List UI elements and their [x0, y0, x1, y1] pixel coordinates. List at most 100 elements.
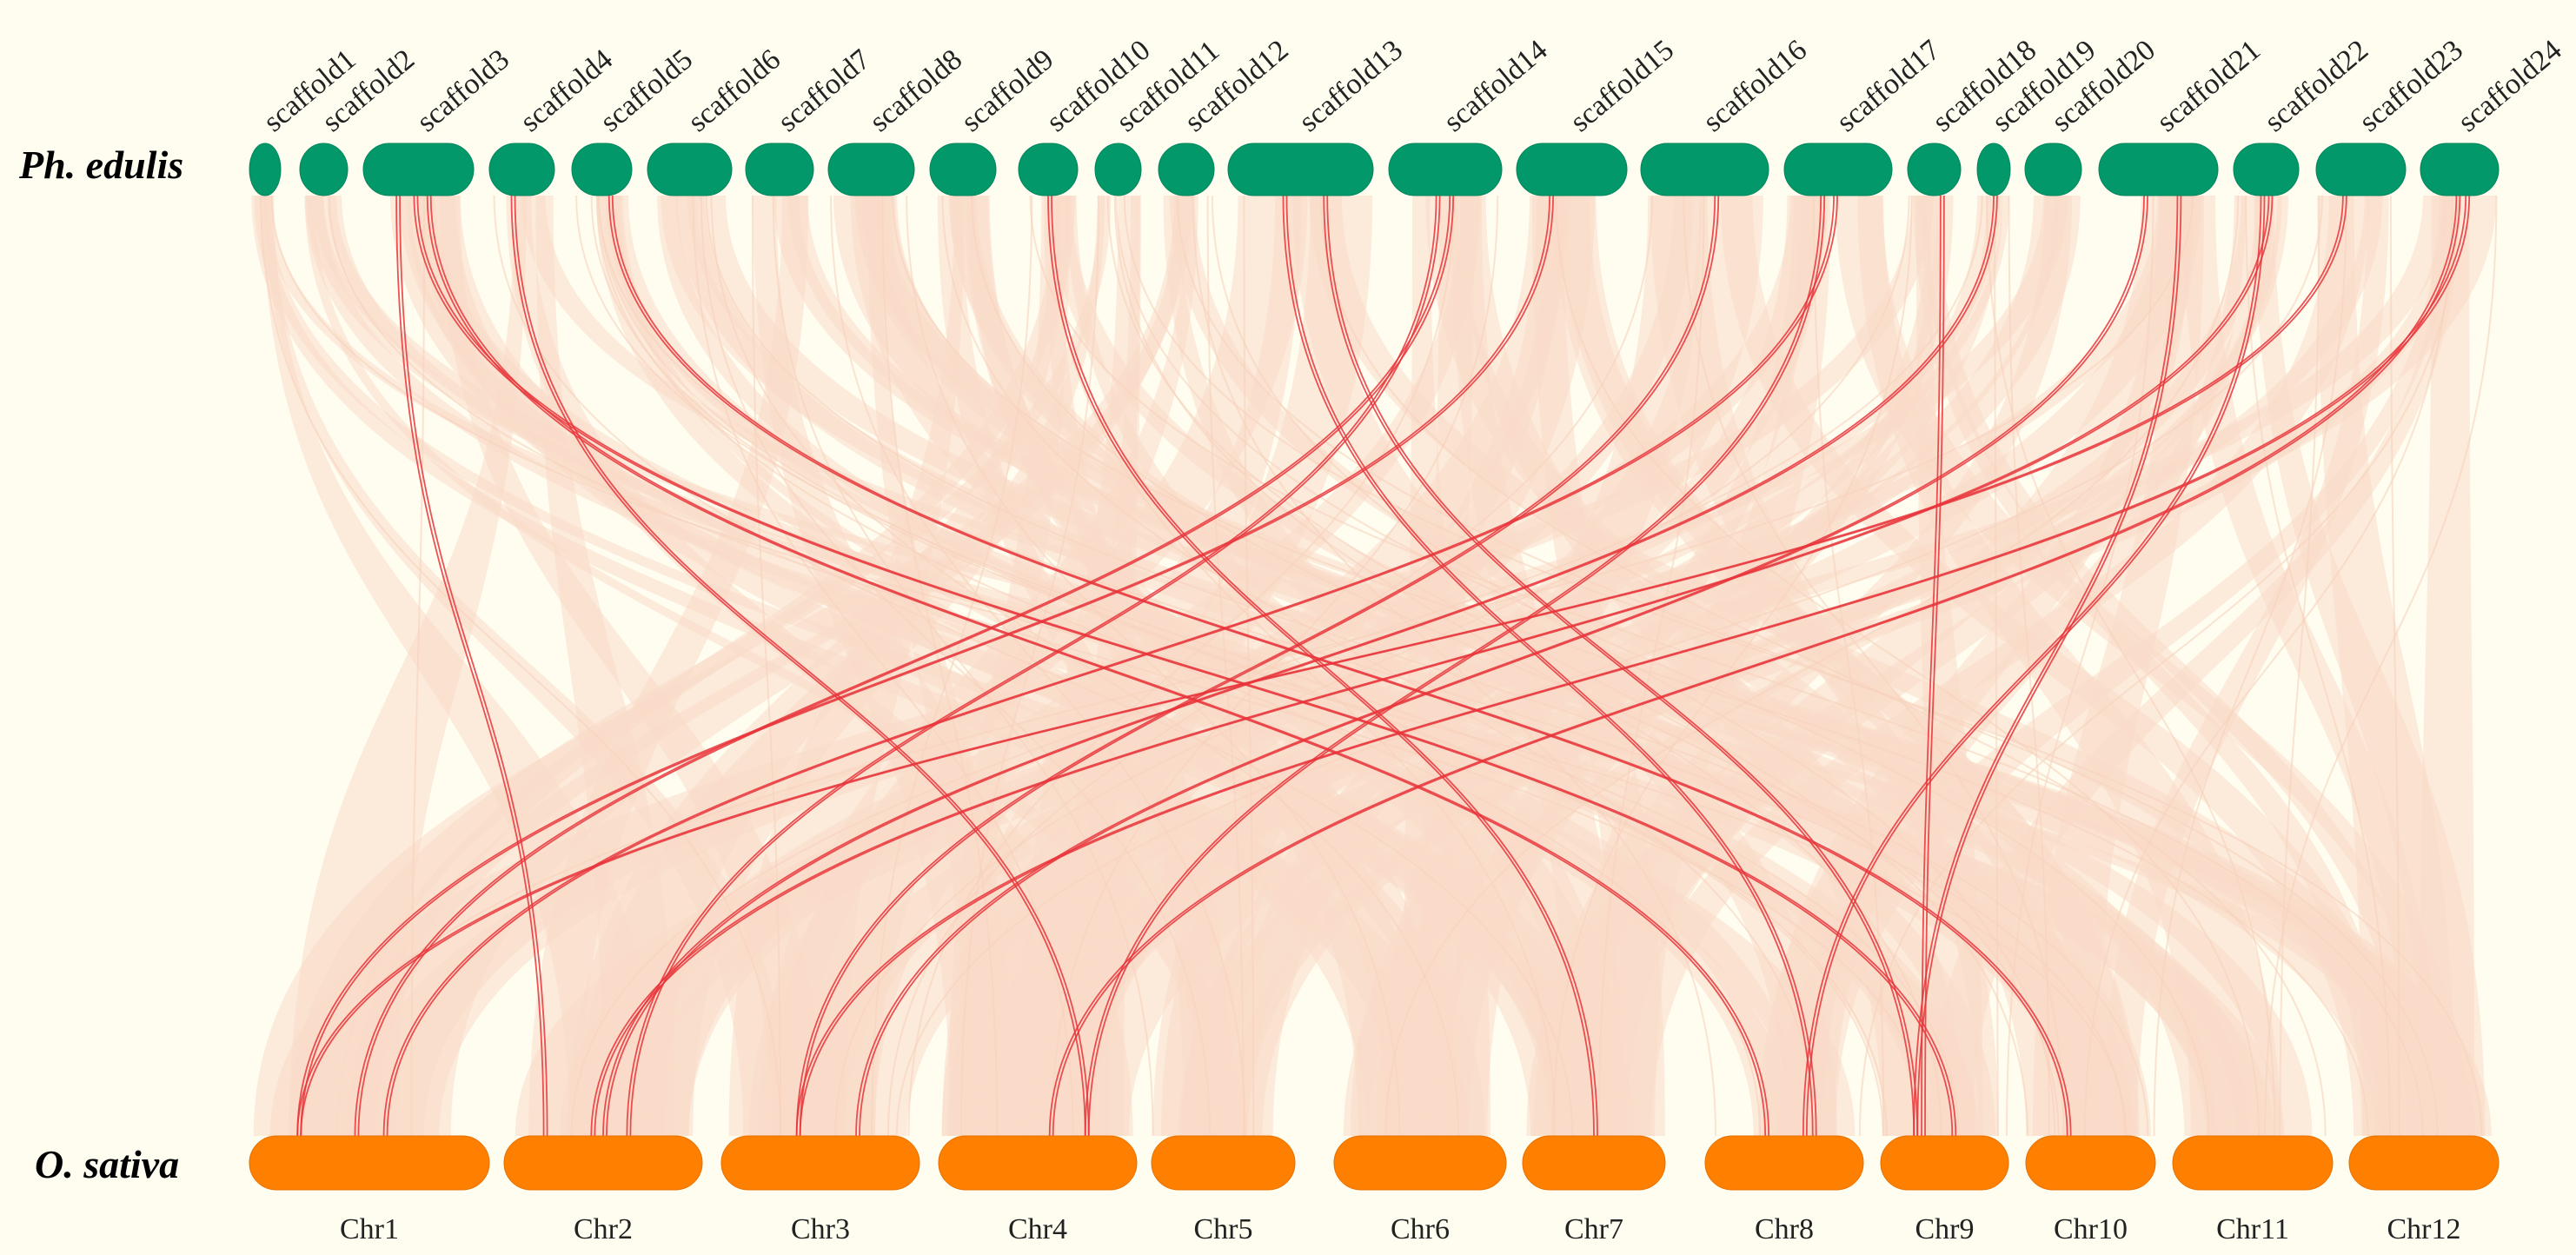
background-synteny-line [1683, 195, 2065, 1137]
bottom-chromosome-Chr2 [503, 1135, 703, 1191]
highlighted-synteny-link [386, 195, 1838, 1137]
bottom-chromosome-label: Chr10 [2054, 1213, 2128, 1245]
bottom-chromosome-label: Chr7 [1564, 1213, 1623, 1245]
background-synteny-ribbon [2181, 196, 2441, 1136]
background-synteny-line [834, 195, 1910, 1137]
background-synteny-ribbon [2101, 196, 2389, 1136]
bottom-chromosome-label: Chr5 [1194, 1213, 1253, 1245]
highlighted-synteny-link [382, 195, 1835, 1137]
highlighted-synteny-link [1913, 195, 2179, 1137]
highlighted-synteny-link [799, 195, 2471, 1137]
background-synteny-line [1029, 195, 2424, 1137]
highlighted-synteny-link [799, 195, 1720, 1137]
bottom-chromosome-Chr1 [249, 1135, 490, 1191]
background-synteny-ribbon [439, 196, 826, 1136]
highlighted-synteny-link [594, 195, 2274, 1137]
highlighted-synteny-link [795, 195, 2467, 1137]
bottom-chromosome-Chr10 [2025, 1135, 2156, 1191]
background-synteny-line [881, 195, 999, 1137]
background-synteny-ribbon [263, 196, 793, 1136]
background-synteny-line [1384, 195, 2240, 1137]
top-chromosome-scaffold10 [1018, 143, 1079, 196]
highlighted-synteny-link [1052, 195, 2461, 1137]
background-synteny-line [590, 195, 1884, 1137]
background-synteny-line [751, 195, 782, 1137]
bottom-chromosome-Chr7 [1522, 1135, 1666, 1191]
top-chromosome-scaffold21 [2098, 143, 2219, 196]
background-synteny-ribbon [1033, 196, 2462, 1136]
bottom-chromosome-label: Chr2 [574, 1213, 633, 1245]
background-synteny-line [1206, 195, 1245, 1137]
bottom-chromosome-label: Chr1 [340, 1213, 399, 1245]
background-synteny-line [700, 195, 1211, 1137]
background-synteny-line [2005, 195, 2154, 1137]
background-synteny-ribbon [289, 196, 527, 1136]
bottom-chromosome-Chr3 [720, 1135, 920, 1191]
background-synteny-line [493, 195, 1574, 1137]
background-synteny-ribbon [1526, 196, 2274, 1136]
background-synteny-line [597, 195, 1888, 1137]
background-synteny-ribbon [1611, 196, 2370, 1136]
top-chromosome-scaffold15 [1516, 143, 1628, 196]
background-synteny-line [830, 195, 1246, 1137]
bottom-chromosome-label: Chr9 [1915, 1213, 1975, 1245]
highlighted-synteny-link [1323, 195, 1915, 1137]
background-synteny-ribbon [350, 196, 2068, 1136]
highlighted-synteny-link [413, 195, 1954, 1137]
background-synteny-line [301, 195, 2194, 1137]
background-synteny-ribbon [576, 196, 1105, 1136]
background-synteny-line [1858, 195, 2459, 1137]
background-synteny-line [598, 195, 2126, 1137]
top-chromosome-scaffold19 [1976, 143, 2011, 196]
highlighted-synteny-link [399, 195, 548, 1137]
background-synteny-line [959, 195, 1100, 1137]
top-chromosome-scaffold14 [1388, 143, 1503, 196]
top-chromosome-scaffold22 [2233, 143, 2300, 196]
bottom-chromosome-label: Chr3 [791, 1213, 850, 1245]
bottom-chromosome-label: Chr4 [1008, 1213, 1067, 1245]
background-synteny-ribbon [288, 196, 1112, 1136]
top-chromosome-scaffold3 [362, 143, 475, 196]
background-synteny-line [710, 195, 1460, 1137]
highlighted-synteny-link [300, 195, 2347, 1137]
highlighted-synteny-link [514, 195, 1090, 1137]
background-synteny-line [1176, 195, 2439, 1137]
background-synteny-ribbon [2419, 196, 2475, 1136]
background-synteny-line [575, 195, 1960, 1137]
top-species-label: Ph. edulis [18, 143, 183, 187]
highlighted-synteny-link [1282, 195, 1814, 1137]
background-synteny-line [328, 195, 1929, 1137]
highlighted-synteny-link [1805, 195, 2266, 1137]
highlighted-synteny-link [1924, 195, 1945, 1137]
highlighted-synteny-link [859, 195, 2148, 1137]
background-synteny-line [2008, 195, 2050, 1137]
highlighted-synteny-link [300, 195, 1554, 1137]
top-chromosome-scaffold12 [1158, 143, 1215, 196]
highlighted-synteny-link [626, 195, 1437, 1137]
background-synteny-line [705, 195, 2149, 1137]
bottom-chromosome-label: Chr8 [1755, 1213, 1814, 1245]
top-chromosome-scaffold23 [2315, 143, 2407, 196]
top-chromosome-scaffold6 [647, 143, 733, 196]
highlighted-synteny-link [1802, 195, 2262, 1137]
background-synteny-ribbon [515, 196, 2451, 1136]
bottom-chromosome-Chr4 [938, 1135, 1138, 1191]
highlighted-synteny-link [1921, 195, 1942, 1137]
bottom-chromosome-track: Chr1 Chr2 Chr3 Chr4 Chr5 Chr6 Chr7 Chr8 Chr9 Chr1… [249, 1135, 2500, 1245]
bottom-species-label: O. sativa [35, 1142, 179, 1186]
top-chromosome-scaffold1 [249, 143, 282, 196]
background-synteny-line [2083, 195, 2453, 1137]
highlighted-synteny-link [855, 195, 2145, 1137]
background-synteny-ribbon [253, 196, 1193, 1136]
background-synteny-line [871, 195, 1033, 1137]
highlighted-synteny-link [602, 195, 1995, 1137]
background-synteny-line [906, 195, 1401, 1137]
bottom-chromosome-label: Chr12 [2387, 1213, 2461, 1245]
background-synteny-line [595, 195, 1762, 1137]
background-synteny-line [1986, 195, 2276, 1137]
highlighted-synteny-link [590, 195, 2270, 1137]
background-synteny-line [570, 195, 1983, 1137]
background-synteny-line [1113, 195, 1942, 1137]
background-synteny-line [2279, 195, 2320, 1137]
